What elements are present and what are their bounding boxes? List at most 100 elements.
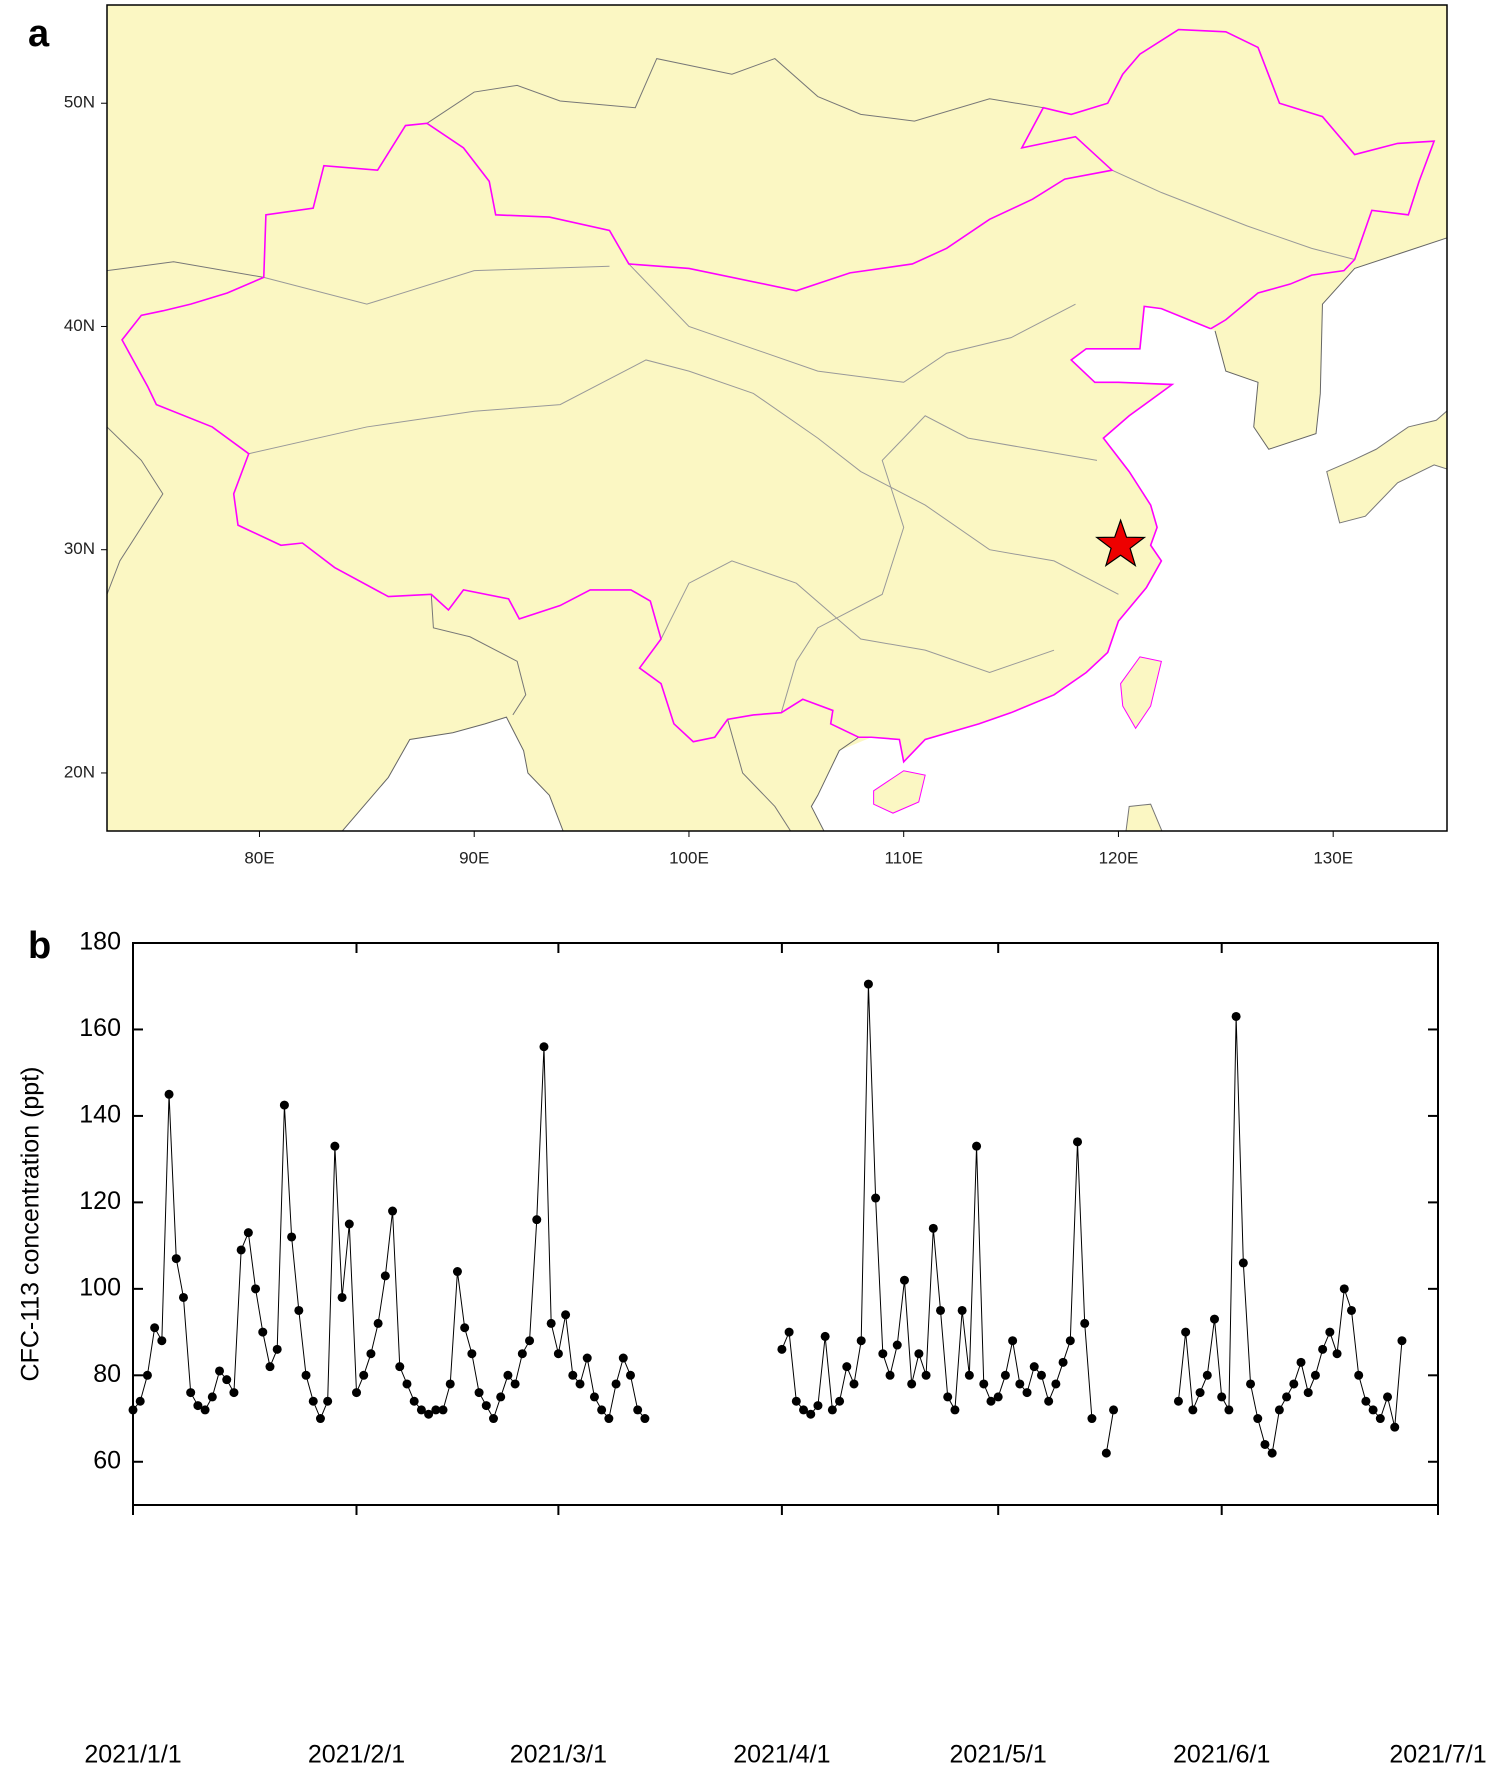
x-tick-label: 120E	[1099, 848, 1139, 867]
province-border	[1112, 170, 1355, 259]
data-point	[1390, 1422, 1400, 1432]
data-point	[878, 1349, 888, 1359]
data-point	[618, 1353, 628, 1363]
data-point	[582, 1353, 592, 1363]
data-point	[258, 1327, 268, 1337]
data-point	[287, 1232, 297, 1242]
y-tick-label: 50N	[64, 93, 95, 112]
data-point	[1368, 1405, 1378, 1415]
data-point	[438, 1405, 448, 1415]
site-marker	[1095, 518, 1147, 567]
data-point	[539, 1042, 549, 1052]
data-point	[171, 1254, 181, 1264]
data-point	[892, 1340, 902, 1350]
data-point	[330, 1141, 340, 1151]
data-point	[409, 1396, 419, 1406]
x-tick-label: 130E	[1313, 848, 1353, 867]
data-point	[1101, 1448, 1111, 1458]
data-point	[1109, 1405, 1119, 1415]
data-point	[950, 1405, 960, 1415]
data-point	[424, 1409, 434, 1419]
data-point	[856, 1336, 866, 1346]
y-axis-label: CFC-113 concentration (ppt)	[17, 1067, 45, 1382]
x-tick-label: 2021/5/1	[950, 1741, 1047, 1769]
data-point	[373, 1318, 383, 1328]
data-point	[1274, 1405, 1284, 1415]
data-point	[633, 1405, 643, 1415]
data-point	[1036, 1370, 1046, 1380]
data-point	[431, 1405, 441, 1415]
x-tick-label: 90E	[459, 848, 489, 867]
data-point	[388, 1206, 398, 1216]
plot-frame	[132, 942, 1439, 1506]
border	[427, 59, 1043, 124]
x-tick-label: 2021/2/1	[308, 1741, 405, 1769]
data-point	[1065, 1336, 1075, 1346]
panel-label: b	[28, 925, 51, 967]
data-point	[460, 1323, 470, 1333]
data-point	[1375, 1414, 1385, 1424]
data-point	[1087, 1414, 1097, 1424]
data-point	[315, 1414, 325, 1424]
data-point	[1209, 1314, 1219, 1324]
data-point	[1080, 1318, 1090, 1328]
data-point	[1325, 1327, 1335, 1337]
data-point	[1224, 1405, 1234, 1415]
data-point	[1188, 1405, 1198, 1415]
data-point	[142, 1370, 152, 1380]
map-layers	[107, 30, 1447, 840]
data-point	[525, 1336, 535, 1346]
data-point	[416, 1405, 426, 1415]
map-geometry	[107, 30, 1447, 840]
data-point	[1296, 1357, 1306, 1367]
panel-label: a	[28, 13, 50, 55]
data-point	[1260, 1439, 1270, 1449]
data-point	[1282, 1392, 1292, 1402]
data-point	[481, 1401, 491, 1411]
data-point	[611, 1379, 621, 1389]
data-point	[344, 1219, 354, 1229]
x-tick-label: 2021/7/1	[1389, 1741, 1486, 1769]
data-point	[1202, 1370, 1212, 1380]
data-point	[164, 1089, 174, 1099]
data-point	[1361, 1396, 1371, 1406]
data-point	[279, 1100, 289, 1110]
taiwan	[1121, 657, 1162, 728]
x-tick-label: 2021/6/1	[1173, 1741, 1270, 1769]
province-border	[781, 416, 1097, 713]
data-point	[986, 1396, 996, 1406]
data-point	[820, 1331, 830, 1341]
border	[107, 262, 264, 278]
data-point	[157, 1336, 167, 1346]
data-point	[503, 1370, 513, 1380]
x-tick-label: 2021/4/1	[733, 1741, 830, 1769]
ocean	[811, 237, 1447, 831]
data-point	[575, 1379, 585, 1389]
data-point	[1346, 1305, 1356, 1315]
data-point	[604, 1414, 614, 1424]
y-tick-label: 120	[79, 1187, 121, 1215]
y-tick-label: 60	[93, 1446, 121, 1474]
hainan	[874, 771, 926, 813]
data-point	[294, 1305, 304, 1315]
data-point	[979, 1379, 989, 1389]
data-point	[359, 1370, 369, 1380]
data-point	[972, 1141, 982, 1151]
data-point	[467, 1349, 477, 1359]
data-point	[806, 1409, 816, 1419]
coastline	[335, 717, 567, 840]
x-tick-label: 80E	[244, 848, 274, 867]
data-point	[337, 1292, 347, 1302]
data-point	[150, 1323, 160, 1333]
y-tick-label: 180	[79, 928, 121, 956]
data-point	[863, 979, 873, 989]
data-point	[1000, 1370, 1010, 1380]
x-tick-label: 2021/3/1	[510, 1741, 607, 1769]
data-point	[1008, 1336, 1018, 1346]
data-point	[193, 1401, 203, 1411]
data-point	[1173, 1396, 1183, 1406]
data-point	[366, 1349, 376, 1359]
data-point	[827, 1405, 837, 1415]
bay-of-bengal	[342, 717, 564, 831]
